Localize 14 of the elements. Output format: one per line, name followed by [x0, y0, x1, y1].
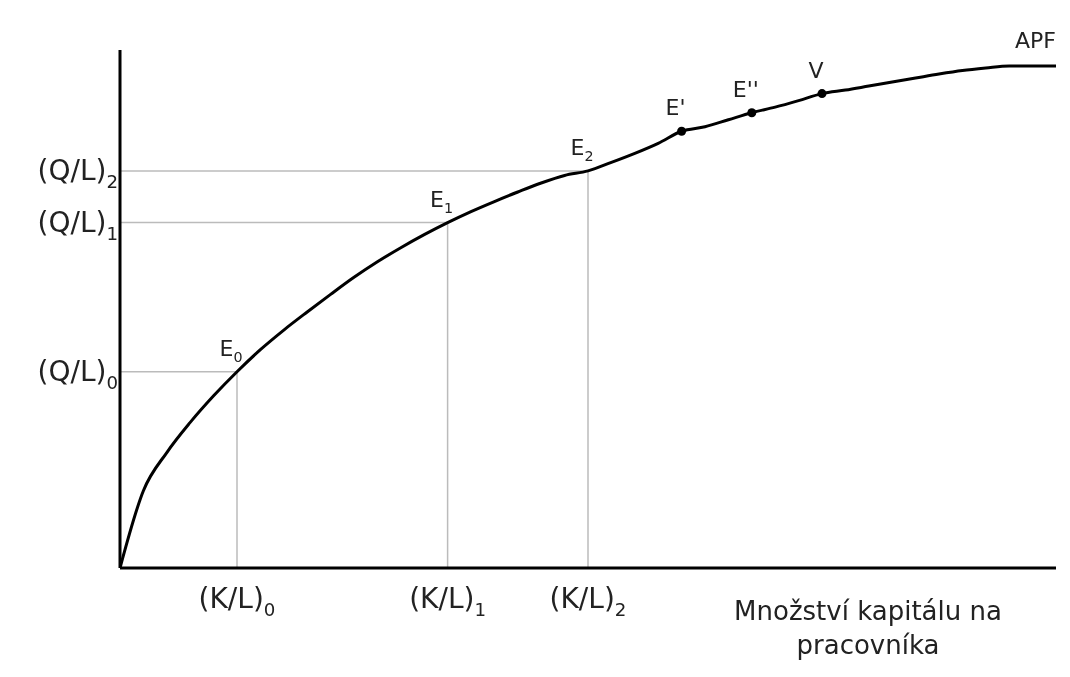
ref-line-label: (Q/L)$_{0}$: [37, 354, 118, 393]
x-axis-title: Množství kapitálu na pracovníka: [733, 595, 1003, 662]
annotation: E$_{2}$: [570, 134, 594, 165]
annotation: E$_{0}$: [219, 335, 243, 366]
x-tick-label: (K/L)$_{1}$: [409, 582, 487, 621]
ref-line-label: (Q/L)$_{2}$: [37, 153, 118, 193]
annotation: E$_{1}$: [430, 186, 454, 216]
ref-line-label: (Q/L)$_{1}$: [37, 205, 118, 244]
x-tick-label: (K/L)$_{0}$: [198, 582, 276, 621]
series-label: APF: [1015, 28, 1056, 53]
annotation: V: [808, 57, 824, 83]
annotation: E': [665, 95, 686, 121]
annotation: E'': [732, 76, 759, 102]
x-tick-label: (K/L)$_{2}$: [549, 582, 627, 621]
